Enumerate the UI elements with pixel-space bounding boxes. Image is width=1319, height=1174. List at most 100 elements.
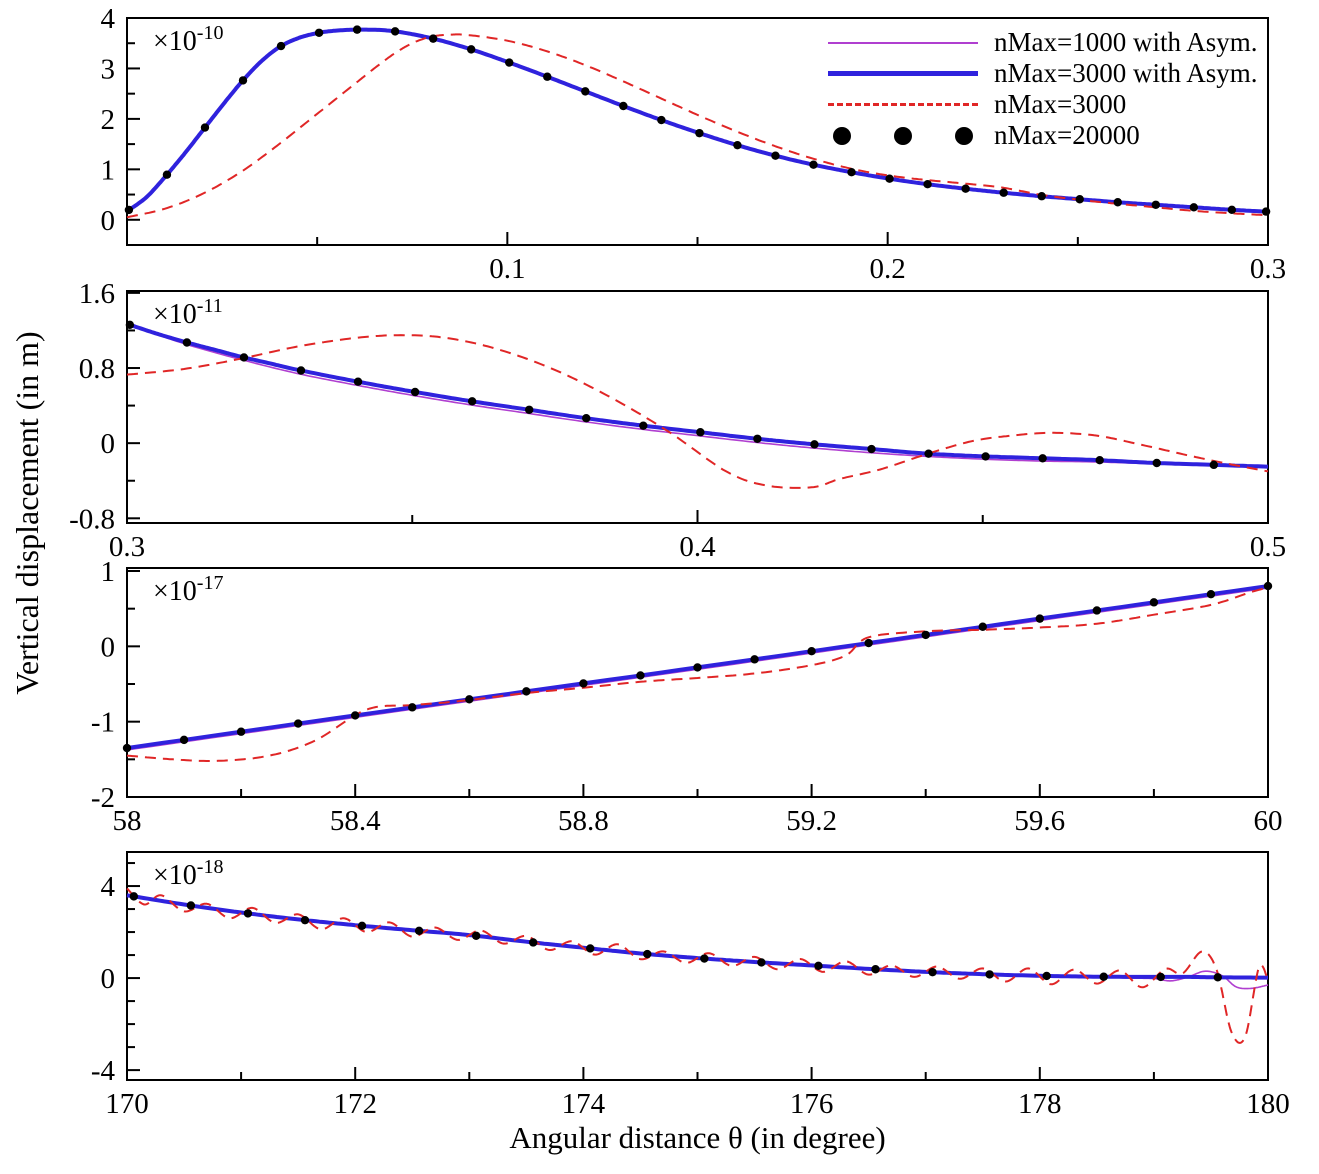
data-point-dot [619, 101, 628, 111]
data-point-dot [293, 719, 303, 728]
panel-3-border [126, 567, 1269, 798]
y-tick-label: 3 [101, 53, 116, 85]
y-tick-label: 1.6 [79, 278, 115, 310]
data-point-dot [351, 711, 360, 720]
axis-scale-label: ×10-11 [153, 295, 223, 330]
series-red-line [126, 33, 1268, 219]
data-point-dot [357, 921, 367, 931]
data-point-dot [390, 27, 400, 36]
data-point-dot [1213, 973, 1222, 982]
data-point-dot [1189, 203, 1199, 212]
y-tick-label: 4 [101, 871, 116, 903]
series-blue-line [126, 893, 1269, 980]
data-point-dot [314, 28, 324, 37]
data-point-dot [750, 655, 759, 664]
x-tick-label: 58.8 [558, 805, 609, 837]
data-point-dot [1113, 198, 1122, 207]
panel-1: 0.1 0.2 0.3 0 1 2 3 4 ×10-10 [101, 3, 1287, 285]
data-point-dot [1149, 598, 1159, 607]
data-point-dot [807, 647, 816, 656]
data-point-dot [408, 703, 417, 712]
data-point-dot [733, 140, 742, 150]
panel-2: 0.3 0.4 0.5 -0.8 0 0.8 1.6 ×10-11 [69, 278, 1286, 563]
data-point-dot [981, 452, 990, 461]
data-point-dot [505, 58, 514, 67]
y-axis-title: Vertical displacement (in m) [9, 331, 45, 695]
panel-4-border [126, 851, 1269, 1081]
x-tick-label: 176 [790, 1088, 834, 1120]
data-point-dot [1261, 207, 1271, 216]
y-tick-label: 0 [101, 205, 116, 237]
dots-swatch-icon [828, 126, 980, 145]
data-point-dot [1038, 454, 1047, 463]
data-point-dot [467, 45, 476, 54]
data-point-dot [352, 25, 362, 34]
y-tick-label: 0 [101, 631, 116, 663]
data-point-dot [847, 168, 856, 177]
x-tick-label: 170 [105, 1088, 149, 1120]
data-point-dot [810, 440, 819, 449]
thin-line-swatch-icon [828, 41, 980, 44]
data-point-dot [1206, 590, 1216, 599]
y-tick-label: -2 [91, 782, 115, 814]
series-blue-line [126, 321, 1268, 469]
data-point-dot [528, 938, 538, 947]
data-point-dot [465, 695, 474, 704]
data-point-dot [522, 687, 531, 696]
x-tick-label: 0.3 [109, 531, 145, 563]
data-point-dot [864, 638, 873, 648]
data-point-dot [1092, 606, 1102, 615]
series-red-line [126, 334, 1269, 489]
data-point-dot [1156, 972, 1165, 982]
series-purple-line [126, 894, 1269, 990]
data-point-dot [129, 892, 139, 901]
data-point-dot [300, 915, 310, 925]
thick-line-swatch-icon [828, 71, 980, 76]
series-red-line [126, 887, 1269, 1044]
y-tick-label: -0.8 [69, 503, 115, 535]
data-point-dot [125, 320, 135, 330]
y-tick-label: 0.8 [79, 353, 115, 385]
data-point-dot [1042, 971, 1051, 981]
data-point-dot [814, 961, 823, 971]
data-point-dot [428, 34, 438, 43]
data-point-dot [1037, 192, 1046, 201]
x-tick-label: 172 [333, 1088, 377, 1120]
data-point-dot [296, 366, 306, 375]
data-point-dot [243, 909, 253, 918]
data-point-dot [1263, 581, 1273, 591]
data-point-dot [122, 743, 132, 753]
data-point-dot [1151, 200, 1161, 209]
x-tick-label: 0.4 [679, 531, 716, 563]
data-point-dot [753, 434, 762, 443]
data-point-dot [928, 967, 937, 977]
data-point-dot [924, 449, 933, 458]
data-point-dot [871, 965, 880, 974]
x-tick-label: 0.3 [1250, 253, 1286, 285]
data-point-dot [1095, 455, 1104, 465]
data-point-dot [414, 926, 424, 936]
data-point-dot [124, 205, 134, 215]
data-point-dot [238, 76, 248, 85]
x-tick-label: 58 [113, 805, 142, 837]
x-tick-label: 0.1 [489, 253, 525, 285]
x-tick-label: 58.4 [330, 805, 381, 837]
x-tick-label: 0.5 [1250, 531, 1286, 563]
x-tick-label: 174 [562, 1088, 606, 1120]
data-point-dot [700, 954, 709, 963]
panel-4: 170 172 174 176 178 180 -4 0 4 ×10-18 [91, 851, 1290, 1120]
y-tick-label: 1 [101, 154, 116, 186]
x-tick-label: 59.6 [1014, 805, 1065, 837]
data-point-dot [1209, 460, 1219, 470]
data-point-dot [582, 413, 591, 423]
data-point-dot [581, 87, 590, 96]
data-point-dot [236, 727, 246, 736]
data-point-dot [636, 671, 645, 680]
x-tick-label: 60 [1254, 805, 1283, 837]
x-axis-title: Angular distance θ (in degree) [509, 1120, 886, 1155]
data-point-dot [657, 115, 666, 125]
x-tick-label: 59.2 [786, 805, 837, 837]
data-point-dot [1227, 205, 1237, 215]
data-point-dot [1099, 972, 1108, 981]
